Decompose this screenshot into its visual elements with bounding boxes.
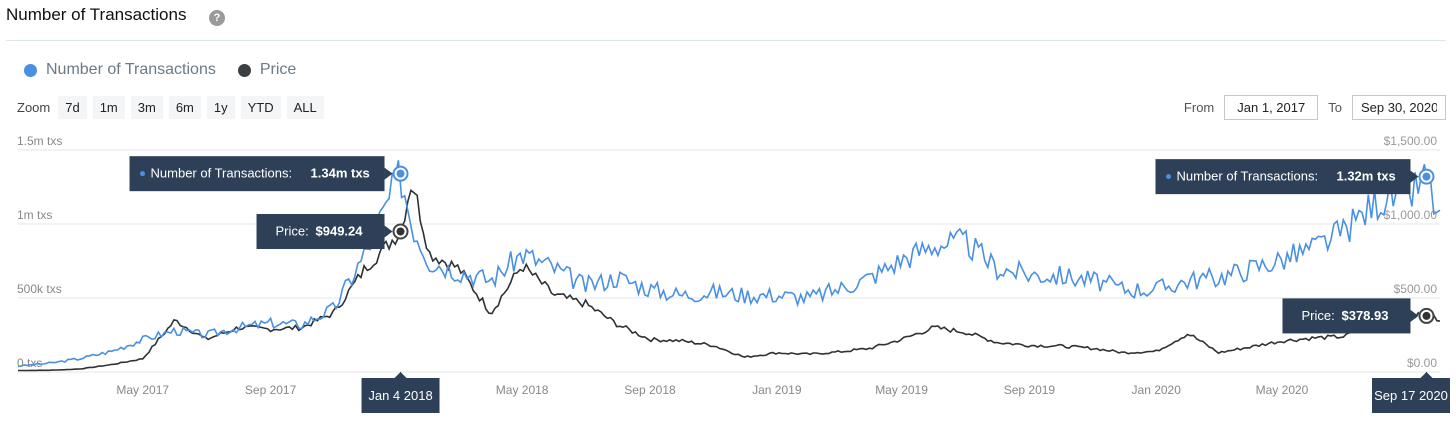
x-tick-label: May 2018 xyxy=(496,383,549,397)
zoom-1y-button[interactable]: 1y xyxy=(206,96,235,119)
tooltip-tx-value: 1.34m txs xyxy=(311,166,370,181)
page-title: Number of Transactions xyxy=(6,5,187,24)
from-label: From xyxy=(1183,100,1215,115)
y-tick-label-left: 500k txs xyxy=(17,282,62,296)
x-tick-label: Sep 2017 xyxy=(245,383,297,397)
legend-item-transactions[interactable]: Number of Transactions xyxy=(24,61,216,79)
tooltip-series-dot xyxy=(140,171,146,177)
chart-legend: Number of Transactions Price xyxy=(24,61,296,79)
tooltip-price-label: Price: xyxy=(1301,308,1334,323)
x-tick-label: May 2019 xyxy=(875,383,928,397)
tooltip-box-price xyxy=(256,214,385,250)
from-date-input[interactable] xyxy=(1224,95,1319,120)
x-tick-label: Sep 2019 xyxy=(1004,383,1056,397)
tooltip-point-transactions-core xyxy=(396,169,405,178)
series-marker-icon xyxy=(237,63,251,77)
y-tick-label-right: $500.00 xyxy=(1394,282,1438,296)
tooltip-box-date xyxy=(361,378,440,413)
zoom-3m-button[interactable]: 3m xyxy=(130,96,163,119)
y-tick-label-left: 1.5m txs xyxy=(17,134,62,148)
tooltip-arrow xyxy=(394,372,407,378)
tooltip-point-price-core xyxy=(396,227,405,236)
tooltip-tx-label: Number of Transactions: xyxy=(151,166,293,181)
zoom-7d-button[interactable]: 7d xyxy=(58,96,87,119)
tooltip-arrow xyxy=(384,225,393,238)
tooltip-price-value: $378.93 xyxy=(1341,308,1388,323)
tooltip-price-value: $949.24 xyxy=(316,224,364,239)
zoom-6m-button[interactable]: 6m xyxy=(168,96,201,119)
question-circle-icon[interactable]: ? xyxy=(209,10,225,26)
tooltip-box-price xyxy=(1282,298,1411,334)
tooltip-arrow xyxy=(384,167,393,180)
tooltip-point-transactions-core xyxy=(1422,172,1431,181)
y-tick-label-right: $1,000.00 xyxy=(1384,208,1438,222)
y-tick-label-right: $1,500.00 xyxy=(1384,134,1438,148)
series-marker-icon xyxy=(24,63,37,77)
y-tick-label-left: 0 txs xyxy=(17,356,42,370)
tooltip-arrow xyxy=(1410,309,1419,322)
tooltip-tx-label: Number of Transactions: xyxy=(1176,169,1318,184)
legend-item-price[interactable]: Price xyxy=(237,61,297,79)
title-divider xyxy=(6,40,1446,41)
zoom-label: Zoom xyxy=(17,100,51,115)
tooltip-arrow xyxy=(1420,372,1433,378)
tooltip-date: Sep 17 2020 xyxy=(1374,388,1448,403)
series-line-price xyxy=(18,189,1441,372)
transactions-chart[interactable]: 0 txs $0.00 500k txs $500.00 1m txs $1,000.00… xyxy=(0,130,1456,422)
y-tick-label-right: $0.00 xyxy=(1407,356,1437,370)
x-tick-label: May 2020 xyxy=(1256,383,1309,397)
tooltip-box-transactions xyxy=(1155,159,1411,195)
tooltip-arrow xyxy=(1410,170,1419,183)
zoom-controls: Zoom 7d 1m 3m 6m 1y YTD ALL xyxy=(17,96,324,119)
tooltip-point-price-core xyxy=(1422,311,1431,320)
zoom-1m-button[interactable]: 1m xyxy=(92,96,125,119)
tooltip-box-transactions xyxy=(129,156,385,192)
x-tick-label: May 2017 xyxy=(116,383,169,397)
x-tick-label: Sep 2018 xyxy=(624,383,676,397)
date-range: From To xyxy=(1184,95,1446,120)
to-date-input[interactable] xyxy=(1352,95,1446,120)
to-label: To xyxy=(1328,100,1342,115)
y-tick-label-left: 1m txs xyxy=(17,208,52,222)
x-tick-label: Jan 2020 xyxy=(1132,383,1182,397)
tooltip-tx-value: 1.32m txs xyxy=(1336,169,1395,184)
tooltip-date: Jan 4 2018 xyxy=(368,388,432,403)
x-tick-label: Jan 2019 xyxy=(752,383,802,397)
zoom-all-button[interactable]: ALL xyxy=(286,96,324,119)
tooltip-box-date xyxy=(1372,378,1450,413)
legend-label: Price xyxy=(259,61,297,78)
series-line-transactions xyxy=(17,160,1441,368)
tooltip-series-dot xyxy=(1165,174,1171,180)
legend-label: Number of Transactions xyxy=(46,61,216,78)
zoom-ytd-button[interactable]: YTD xyxy=(240,96,281,119)
tooltip-price-label: Price: xyxy=(276,224,309,239)
